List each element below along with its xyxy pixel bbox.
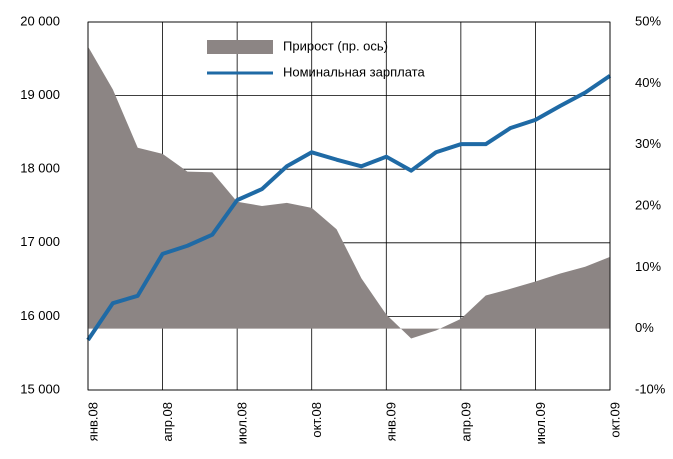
growth-area <box>88 46 610 339</box>
y-tick-label: 20 000 <box>20 13 60 28</box>
y2-tick-label: 0% <box>635 320 654 335</box>
y-tick-label: 15 000 <box>20 381 60 396</box>
x-tick-label: янв.08 <box>85 402 100 441</box>
x-tick-label: апр.08 <box>160 402 175 442</box>
y-tick-label: 17 000 <box>20 234 60 249</box>
y-tick-label: 19 000 <box>20 87 60 102</box>
x-tick-label: окт.09 <box>607 402 622 438</box>
legend-swatch <box>207 40 273 54</box>
x-tick-label: июл.08 <box>235 402 250 444</box>
y2-tick-label: -10% <box>635 381 666 396</box>
y2-tick-label: 20% <box>635 197 661 212</box>
legend-label: Номинальная зарплата <box>283 64 425 79</box>
y2-tick-label: 40% <box>635 75 661 90</box>
x-tick-label: июл.09 <box>533 402 548 444</box>
x-tick-label: окт.08 <box>309 402 324 438</box>
salary-line <box>86 74 612 342</box>
plot-border <box>87 21 611 391</box>
y2-tick-label: 30% <box>635 136 661 151</box>
y2-tick-label: 50% <box>635 13 661 28</box>
x-tick-label: апр.09 <box>458 402 473 442</box>
y-tick-label: 16 000 <box>20 308 60 323</box>
y-tick-label: 18 000 <box>20 161 60 176</box>
x-tick-label: янв.09 <box>384 402 399 441</box>
legend-label: Прирост (пр. ось) <box>283 38 388 53</box>
y2-tick-label: 10% <box>635 259 661 274</box>
